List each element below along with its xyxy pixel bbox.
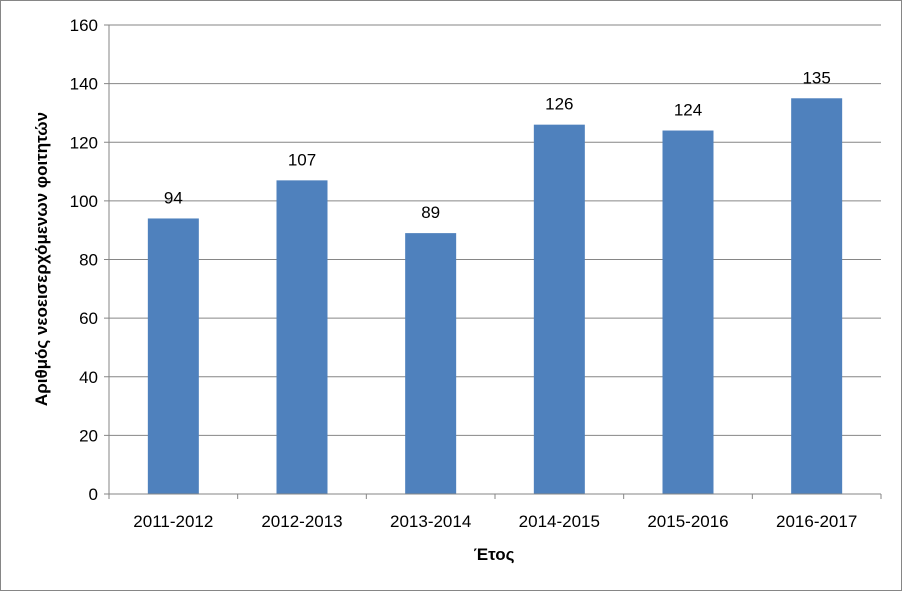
x-tick-label: 2015-2016	[647, 512, 728, 531]
y-tick-label: 40	[79, 368, 98, 387]
bar-2011-2012	[147, 218, 199, 494]
y-tick-label: 120	[70, 133, 98, 152]
data-label: 89	[421, 203, 440, 222]
x-tick-labels: 2011-2012 2012-2013 2013-2014 2014-2015 2015…	[133, 512, 857, 531]
bar-2014-2015	[533, 124, 585, 494]
y-tick-label: 100	[70, 192, 98, 211]
x-tick-label: 2012-2013	[261, 512, 342, 531]
y-tick-label: 60	[79, 309, 98, 328]
bar-2013-2014	[405, 233, 457, 494]
y-tick-labels: 0 20 40 60 80 100 120 140 160	[70, 16, 98, 504]
x-tick-label: 2016-2017	[776, 512, 857, 531]
data-label: 135	[802, 68, 830, 87]
x-tick-label: 2013-2014	[390, 512, 471, 531]
data-label: 107	[288, 150, 316, 169]
data-labels: 94 107 89 126 124 135	[164, 68, 831, 222]
bars	[147, 98, 843, 494]
bar-2016-2017	[791, 98, 843, 494]
gridlines	[109, 24, 881, 436]
data-label: 94	[164, 188, 183, 207]
y-tick-label: 20	[79, 426, 98, 445]
y-tick-label: 0	[89, 485, 98, 504]
data-label: 126	[545, 95, 573, 114]
data-label: 124	[674, 101, 702, 120]
y-tick-label: 80	[79, 251, 98, 270]
x-tick-label: 2014-2015	[519, 512, 600, 531]
bar-2015-2016	[662, 130, 714, 494]
x-tick-label: 2011-2012	[133, 512, 213, 531]
x-axis-title: Έτος	[474, 545, 515, 564]
bar-2012-2013	[276, 180, 328, 494]
axes	[104, 24, 882, 499]
y-tick-label: 160	[70, 16, 98, 35]
y-axis-title: Αριθμός νεοεισερχόμενων φοιτητών	[32, 112, 51, 406]
y-tick-label: 140	[70, 75, 98, 94]
